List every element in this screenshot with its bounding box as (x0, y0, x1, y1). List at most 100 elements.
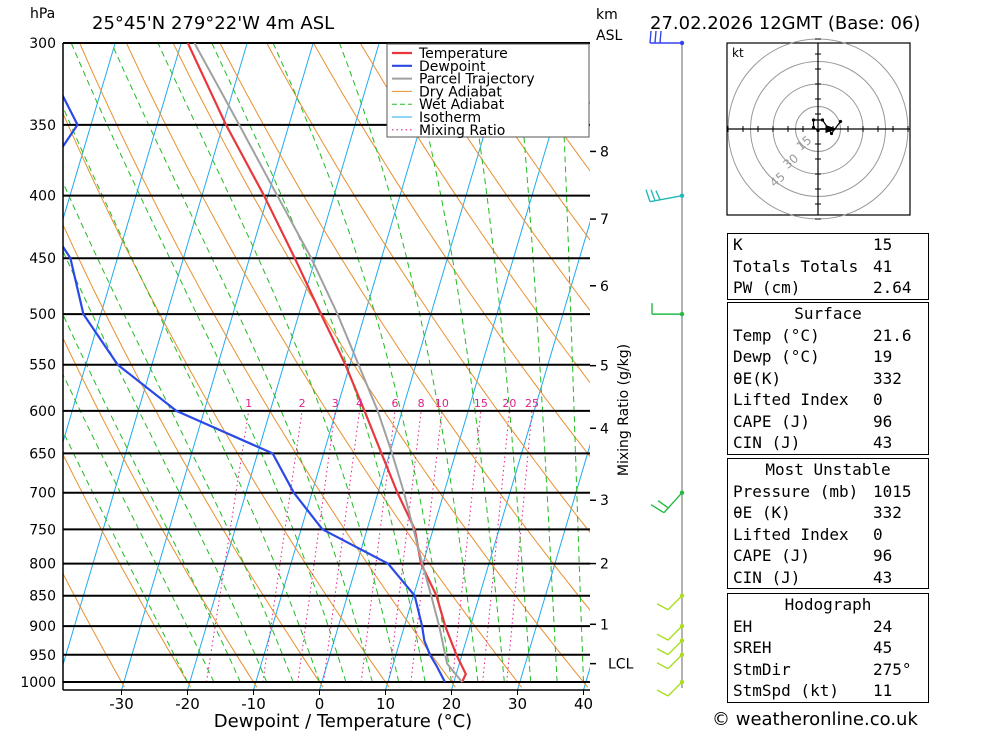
mu-value: 0 (873, 524, 883, 544)
surface-label: Lifted Index (733, 390, 849, 409)
isotherm-line (121, 43, 314, 690)
dry-adiabat-line (63, 572, 125, 688)
mixing-ratio-line (323, 410, 361, 683)
mixing-ratio-line (205, 410, 250, 683)
wet-adiabat-line (404, 43, 505, 683)
surface-row: Lifted Index 0 (728, 389, 928, 411)
wet-adiabat-line (63, 430, 188, 683)
credit-text: © weatheronline.co.uk (712, 709, 918, 730)
km-tick-label: 6 (600, 279, 609, 295)
surface-value: 43 (873, 433, 893, 452)
hodo-value: 24 (873, 616, 893, 636)
height-axis: 8 7 6 5 4 3 2 1 LCL (590, 144, 634, 673)
mu-row: Lifted Index 0 (728, 524, 928, 546)
mu-label: Pressure (mb) (733, 481, 859, 501)
mixing-ratio-line (482, 410, 510, 683)
x-tick-label: 10 (376, 695, 395, 713)
mu-value: 96 (873, 546, 893, 565)
most-unstable-title: Most Unstable (765, 460, 891, 479)
wind-barb (656, 654, 683, 670)
wet-adiabat-line (338, 43, 479, 683)
mu-row: Pressure (mb) 1015 (728, 481, 928, 503)
mu-value: 43 (873, 567, 893, 587)
hodo-label: SREH (733, 638, 772, 657)
hodo-label: EH (733, 616, 753, 636)
hodo-label: StmSpd (kt) (733, 681, 839, 700)
wind-barb (656, 595, 683, 611)
mu-row: CAPE (J) 96 (728, 545, 928, 567)
km-tick-label: 8 (600, 144, 609, 160)
wind-barb (649, 30, 682, 44)
wet-adiabat-line (211, 43, 426, 683)
km-tick-label: 2 (600, 557, 609, 573)
km-tick-label: 3 (600, 493, 609, 509)
axes: -30 -20 -10 0 10 20 30 40 (62, 43, 593, 713)
hodograph-table: Hodograph EH 24 SREH 45 StmDir 275° StmSpd … (727, 593, 929, 703)
x-tick-label: -10 (241, 695, 266, 713)
isotherm-line (451, 220, 590, 690)
dry-adiabat-line (266, 43, 590, 534)
hodograph-point (816, 128, 820, 133)
height-unit-km: km (596, 7, 618, 23)
index-value: 41 (873, 256, 893, 276)
hodograph-point (838, 119, 843, 124)
pressure-tick-label: 950 (29, 648, 56, 664)
surface-value: 332 (873, 368, 902, 388)
pressure-tick-label: 600 (29, 404, 56, 420)
location-title: 25°45'N 279°22'W 4m ASL (92, 13, 334, 34)
mixing-ratio-label: 10 (435, 397, 449, 410)
pressure-tick-label: 800 (29, 557, 56, 573)
hodo-row: StmSpd (kt) 11 (728, 680, 928, 702)
wind-barb (656, 681, 683, 697)
wind-barbs (645, 30, 685, 697)
index-row-pw: PW (cm) 2.64 (728, 277, 928, 299)
mixing-ratio-labels: 1 2 3 4 6 8 10 15 20 25 (245, 397, 539, 410)
pressure-tick-label: 850 (29, 589, 56, 605)
mixing-ratio-line (410, 410, 443, 683)
dry-adiabat-line (63, 223, 324, 688)
surface-row: θE(K) 332 (728, 368, 928, 390)
x-tick-label: 40 (574, 695, 593, 713)
mixing-ratio-label: 15 (474, 397, 488, 410)
legend-entry: Mixing Ratio (419, 123, 505, 139)
mixing-ratio-label: 25 (525, 397, 539, 410)
km-tick-label: 1 (600, 617, 609, 633)
hodograph-point (829, 131, 834, 136)
mixing-ratio-line (360, 410, 396, 683)
wet-adiabat-line (463, 43, 532, 683)
isotherm-line (63, 43, 116, 221)
isotherm-line (319, 43, 512, 690)
hodo-row: EH 24 (728, 616, 928, 638)
wind-barb (650, 492, 683, 514)
most-unstable-table: Most Unstable Pressure (mb) 1015 θE (K) 33… (727, 458, 929, 589)
isotherm-line (187, 43, 380, 690)
legend-entry: Dewpoint (419, 59, 486, 75)
isotherm-line (385, 43, 578, 690)
pressure-tick-label: 350 (29, 118, 56, 134)
profiles (63, 43, 467, 683)
mu-label: CAPE (J) (733, 546, 811, 565)
datetime-title: 27.02.2026 12GMT (Base: 06) (650, 13, 920, 34)
wet-adiabat-line (70, 43, 347, 683)
legend-entry: Isotherm (419, 110, 481, 126)
series-dewpoint (63, 93, 446, 683)
dry-adiabat-line (63, 337, 258, 688)
legend-entry: Dry Adiabat (419, 84, 502, 100)
lcl-label: LCL (608, 657, 634, 673)
mixing-ratio-line (451, 410, 482, 683)
hodograph-point (820, 118, 825, 122)
pressure-tick-label: 400 (29, 189, 56, 205)
hodo-label: StmDir (733, 659, 791, 679)
surface-label: CIN (J) (733, 433, 801, 452)
wet-adiabat-line (63, 106, 320, 683)
dry-adiabat-line (453, 43, 590, 241)
pressure-tick-label: 650 (29, 446, 56, 462)
surface-value: 19 (873, 347, 893, 366)
x-tick-label: -20 (175, 695, 200, 713)
surface-row: Temp (°C) 21.6 (728, 325, 928, 347)
surface-row: CIN (J) 43 (728, 432, 928, 454)
pressure-tick-label: 550 (29, 358, 56, 374)
km-tick-label: 5 (600, 359, 609, 375)
